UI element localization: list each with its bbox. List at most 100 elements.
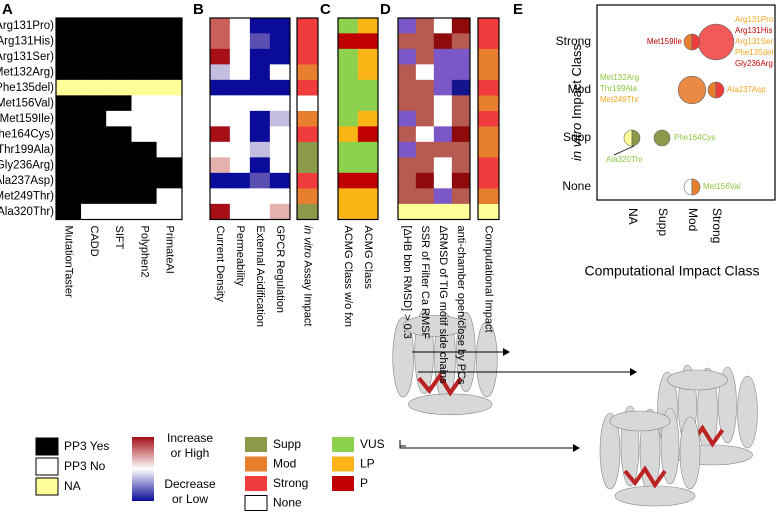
- bubble-label: Ala237Asp: [727, 85, 766, 94]
- heatmap-cell: [269, 79, 291, 96]
- heatmap-cell: [249, 48, 271, 65]
- heatmap-cell: [269, 188, 291, 205]
- heatmap-cell: [131, 79, 157, 96]
- heatmap-cell: [269, 64, 291, 81]
- heatmap-cell: [397, 64, 417, 81]
- heatmap-cell: [209, 157, 231, 174]
- heatmap-cell: [131, 64, 157, 81]
- heatmap-cell: [451, 172, 471, 189]
- heatmap-cell: [81, 79, 107, 96]
- heatmap-cell: [337, 110, 359, 127]
- heatmap-cell: [415, 33, 435, 50]
- heatmap-cell: [397, 110, 417, 127]
- panel-frame: [296, 17, 319, 221]
- heatmap-cell: [337, 203, 359, 220]
- impact-cell: [297, 126, 318, 142]
- heatmap-cell: [433, 110, 453, 127]
- legend-swatch: [332, 476, 354, 491]
- heatmap-cell: [269, 172, 291, 189]
- column-label: ΔRMSD of TIG motif side chains: [437, 226, 449, 385]
- heatmap-cell: [397, 17, 417, 34]
- heatmap-cell: [249, 172, 271, 189]
- x-axis-title: Computational Impact Class: [584, 263, 759, 279]
- x-tick-label: Mod: [686, 208, 700, 231]
- panel-letter: C: [320, 1, 331, 18]
- arrowheads: [503, 348, 637, 452]
- y-axis-title: in vitro Impact Class: [569, 43, 584, 161]
- impact-cell: [478, 18, 499, 34]
- legend-label: VUS: [360, 437, 385, 451]
- bubble-label: Ala320Thr: [606, 155, 643, 164]
- heatmap-cell: [451, 33, 471, 50]
- heatmap-cell: [229, 33, 251, 50]
- heatmap-cell: [55, 110, 82, 127]
- bubble-label: Arg131His: [735, 26, 772, 35]
- heatmap-cell: [451, 188, 471, 205]
- column-label: [ΔHB bbn RMSD] > 0.3: [401, 226, 413, 339]
- heatmap-cell: [433, 172, 453, 189]
- heatmap-cell: [397, 172, 417, 189]
- heatmap-cell: [451, 157, 471, 174]
- legend-label: Strong: [273, 476, 308, 490]
- heatmap-cell: [81, 172, 107, 189]
- impact-cell: [297, 49, 318, 65]
- heatmap-cell: [397, 48, 417, 65]
- heatmap-cell: [229, 141, 251, 158]
- heatmap-cell: [249, 157, 271, 174]
- bubble-label: Phe135del: [735, 48, 773, 57]
- heatmap-cell: [451, 110, 471, 127]
- heatmap-cell: [337, 33, 359, 50]
- heatmap-cell: [269, 126, 291, 143]
- legend-label: NA: [64, 479, 81, 493]
- impact-cell: [478, 188, 499, 204]
- heatmap-cell: [55, 141, 82, 158]
- heatmap-cell: [81, 110, 107, 127]
- bubble-half: [691, 33, 701, 51]
- panel-letter: A: [2, 1, 13, 18]
- heatmap-cell: [55, 172, 82, 189]
- legend-label: Supp: [273, 437, 301, 451]
- gradient-bar: [132, 437, 154, 501]
- legend-swatch: [245, 476, 267, 491]
- heatmap-cell: [81, 157, 107, 174]
- legend-label: P: [360, 476, 368, 490]
- heatmap-cell: [81, 203, 107, 220]
- y-tick-label: Supp: [563, 130, 591, 144]
- impact-cell: [478, 64, 499, 80]
- heatmap-cell: [269, 141, 291, 158]
- legend-swatch: [35, 457, 59, 476]
- legend-swatch: [35, 437, 59, 456]
- heatmap-cell: [106, 203, 132, 220]
- heatmap-cell: [55, 33, 82, 50]
- heatmap-cell: [229, 79, 251, 96]
- column-label: SSR of Filter Ca RMSF: [419, 226, 431, 340]
- heatmap-cell: [229, 17, 251, 34]
- heatmap-cell: [433, 95, 453, 112]
- heatmap-cell: [55, 188, 82, 205]
- heatmap-cell: [397, 126, 417, 143]
- heatmap-cell: [131, 172, 157, 189]
- bubble: [653, 129, 671, 147]
- heatmap-cell: [249, 203, 271, 220]
- row-label: p.(Gly236Arg): [0, 159, 54, 171]
- heatmap-cell: [156, 188, 183, 205]
- heatmap-cell: [55, 126, 82, 143]
- heatmap-cell: [55, 17, 82, 34]
- heatmap-cell: [451, 48, 471, 65]
- column-label: anti-chamber open/close by PCs: [455, 226, 467, 385]
- heatmap-cell: [106, 48, 132, 65]
- heatmap-cell: [156, 172, 183, 189]
- legend-label: PP3 No: [64, 459, 106, 473]
- heatmap-cell: [131, 48, 157, 65]
- legend-label: None: [273, 496, 302, 510]
- heatmap-cell: [131, 17, 157, 34]
- heatmap-cell: [269, 157, 291, 174]
- legend-label: LP: [360, 457, 375, 471]
- column-label: GPCR Regulation: [274, 226, 286, 313]
- heatmap-cell: [229, 126, 251, 143]
- label-part: Assay Impact: [302, 258, 314, 326]
- row-label: p.(Met156Val): [0, 97, 54, 109]
- heatmap-cell: [269, 48, 291, 65]
- heatmap-cell: [269, 33, 291, 50]
- panel-frame: [477, 17, 500, 221]
